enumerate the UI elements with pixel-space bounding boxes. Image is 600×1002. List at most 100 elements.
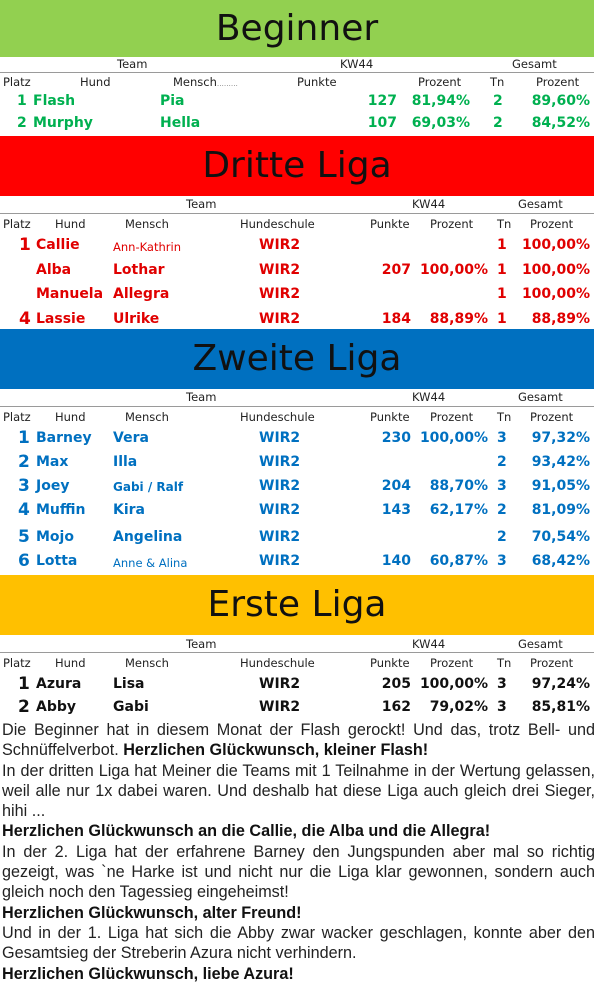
cell-platz: 1	[19, 235, 31, 255]
zweite-header-kw: KW44	[412, 390, 446, 404]
cell-punkte: 162	[381, 699, 411, 715]
cell-punkte: 230	[381, 430, 411, 446]
paragraph: Und in der 1. Liga hat sich die Abby zwa…	[2, 923, 595, 963]
zweite-header-prozent: Prozent	[430, 410, 474, 424]
cell-prozent: 100,00%	[419, 676, 488, 692]
zweite-header-punkte: Punkte	[370, 410, 410, 424]
cell-schule: WIR2	[259, 430, 301, 446]
cell-mensch: Anne & Alina	[113, 556, 188, 570]
cell-schule: WIR2	[259, 237, 301, 253]
dritte-header-gesamt: Gesamt	[518, 197, 563, 211]
erste-header-mensch: Mensch	[125, 656, 169, 670]
cell-gesamt: 81,09%	[531, 502, 590, 518]
cell-mensch: Pia	[160, 93, 185, 109]
cell-mensch: Kira	[113, 502, 145, 518]
cell-gesamt: 97,24%	[531, 676, 590, 692]
cell-hund: Callie	[36, 237, 80, 253]
cell-schule: WIR2	[259, 502, 301, 518]
cell-platz: 1	[17, 93, 27, 109]
dritte-header-schule: Hundeschule	[240, 217, 315, 231]
beginner-header-prozent: Prozent	[418, 75, 462, 89]
dritte-header-team: Team	[186, 197, 217, 211]
cell-gesamt: 100,00%	[521, 262, 590, 278]
cell-punkte: 207	[381, 262, 411, 278]
cell-tn: 3	[497, 430, 507, 446]
paragraph: Die Beginner hat in diesem Monat der Fla…	[2, 721, 595, 760]
zweite-liga-title: Zweite Liga	[192, 338, 402, 379]
cell-schule: WIR2	[259, 454, 301, 470]
cell-mensch: Allegra	[113, 286, 170, 302]
cell-prozent: 79,02%	[429, 699, 488, 715]
cell-platz: 4	[19, 309, 31, 329]
cell-gesamt: 93,42%	[531, 454, 590, 470]
cell-hund: Muffin	[36, 502, 86, 518]
beginner-banner: Beginner	[0, 0, 594, 57]
divider	[0, 213, 594, 214]
beginner-header-kw: KW44	[340, 57, 374, 71]
beginner-title: Beginner	[215, 8, 379, 49]
cell-tn: 3	[497, 478, 507, 494]
cell-tn: 2	[497, 529, 507, 545]
erste-header-punkte: Punkte	[370, 656, 410, 670]
congrats-barney: Herzlichen Glückwunsch, alter Freund!	[2, 903, 302, 922]
cell-prozent: 100,00%	[419, 262, 488, 278]
cell-platz: 4	[18, 500, 30, 520]
cell-punkte: 204	[381, 478, 411, 494]
cell-gesamt: 88,89%	[531, 311, 590, 327]
cell-tn: 2	[497, 454, 507, 470]
cell-hund: Lassie	[36, 311, 86, 327]
beginner-header-prozent-gesamt: Prozent	[536, 75, 580, 89]
cell-schule: WIR2	[259, 553, 301, 569]
cell-mensch: Gabi / Ralf	[113, 480, 184, 494]
cell-hund: Barney	[36, 430, 92, 446]
cell-hund: Max	[36, 454, 69, 470]
cell-platz: 1	[18, 674, 30, 694]
zweite-header-gesamt: Gesamt	[518, 390, 563, 404]
zweite-header-prozent-gesamt: Prozent	[530, 410, 574, 424]
beginner-header-platz: Platz	[3, 75, 31, 89]
cell-hund: Flash	[33, 93, 76, 109]
zweite-header-platz: Platz	[3, 410, 31, 424]
beginner-header-mensch: Mensch………	[173, 75, 238, 89]
cell-prozent: 81,94%	[411, 93, 470, 109]
erste-header-kw: KW44	[412, 637, 446, 651]
beginner-header-gesamt: Gesamt	[512, 57, 557, 71]
cell-tn: 1	[497, 237, 507, 253]
erste-header-gesamt: Gesamt	[518, 637, 563, 651]
dritte-header-prozent-gesamt: Prozent	[530, 217, 574, 231]
dritte-header-punkte: Punkte	[370, 217, 410, 231]
cell-platz: 5	[18, 527, 30, 547]
cell-punkte: 107	[367, 115, 397, 131]
cell-mensch: Angelina	[113, 529, 183, 545]
erste-header-prozent-gesamt: Prozent	[530, 656, 574, 670]
cell-mensch: Gabi	[113, 699, 149, 715]
zweite-header-schule: Hundeschule	[240, 410, 315, 424]
cell-tn: 3	[497, 553, 507, 569]
erste-liga-title: Erste Liga	[207, 584, 387, 625]
cell-punkte: 140	[381, 553, 411, 569]
cell-prozent: 88,70%	[429, 478, 488, 494]
cell-prozent: 69,03%	[411, 115, 470, 131]
beginner-header-hund: Hund	[80, 75, 111, 89]
cell-schule: WIR2	[259, 478, 301, 494]
cell-gesamt: 97,32%	[531, 430, 590, 446]
cell-gesamt: 100,00%	[521, 286, 590, 302]
cell-platz: 3	[18, 476, 30, 496]
cell-prozent: 100,00%	[419, 430, 488, 446]
cell-gesamt: 70,54%	[531, 529, 590, 545]
cell-platz: 1	[18, 428, 30, 448]
erste-header-hund: Hund	[55, 656, 86, 670]
cell-gesamt: 100,00%	[521, 237, 590, 253]
erste-header-tn: Tn	[497, 656, 512, 670]
beginner-header-punkte: Punkte	[297, 75, 337, 89]
divider	[0, 72, 594, 73]
cell-mensch: Lisa	[113, 676, 145, 692]
cell-tn: 2	[493, 115, 503, 131]
cell-prozent: 88,89%	[429, 311, 488, 327]
cell-hund: Murphy	[33, 115, 93, 131]
beginner-header-dots: ………	[216, 80, 238, 88]
zweite-header-team: Team	[186, 390, 217, 404]
cell-schule: WIR2	[259, 286, 301, 302]
zweite-liga-banner: Zweite Liga	[0, 329, 594, 389]
cell-mensch: Ulrike	[113, 311, 160, 327]
